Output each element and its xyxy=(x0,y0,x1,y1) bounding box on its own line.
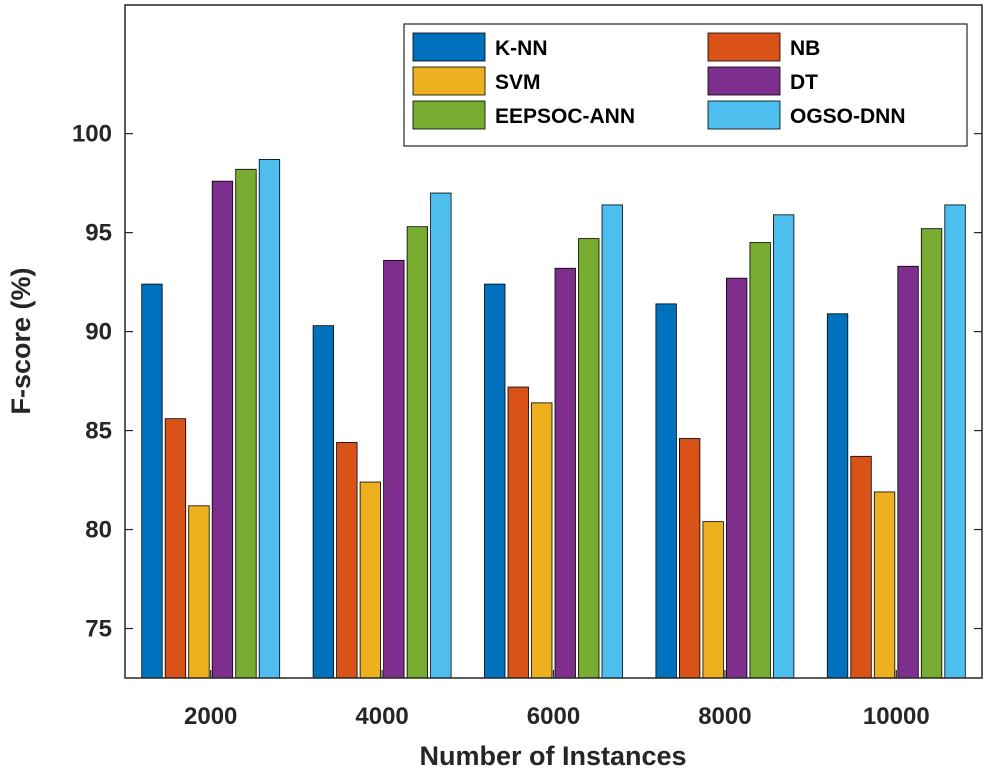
legend-swatch-eepsoc-ann xyxy=(412,100,486,130)
legend-swatch-dt xyxy=(707,66,781,96)
legend-swatch-svm xyxy=(412,66,486,96)
bar-nb-6000 xyxy=(507,386,529,679)
y-tick-label: 85 xyxy=(85,418,112,445)
legend-label-nb: NB xyxy=(790,37,820,60)
plot-area-frame xyxy=(124,4,983,679)
bar-ogso-dnn-10000 xyxy=(944,204,966,679)
legend-swatch-nb xyxy=(707,32,781,62)
x-tick-label: 10000 xyxy=(863,703,930,730)
bar-k-nn-8000 xyxy=(655,303,677,679)
bar-nb-10000 xyxy=(850,455,872,679)
x-tick-label: 6000 xyxy=(527,703,580,730)
bar-eepsoc-ann-4000 xyxy=(406,226,429,679)
legend-swatch-k-nn xyxy=(412,32,486,62)
legend-label-eepsoc-ann: EEPSOC-ANN xyxy=(495,105,635,128)
bar-svm-10000 xyxy=(873,491,896,679)
y-tick-label: 75 xyxy=(85,616,112,643)
x-axis-ticks: 2000 4000 6000 8000 10000 xyxy=(184,670,930,730)
legend-box xyxy=(403,23,968,147)
bar-nb-4000 xyxy=(336,442,358,679)
bar-ogso-dnn-6000 xyxy=(601,204,623,679)
y-tick-label: 90 xyxy=(85,319,112,346)
bar-ogso-dnn-8000 xyxy=(773,214,795,679)
bar-ogso-dnn-2000 xyxy=(258,158,281,679)
y-tick-label: 100 xyxy=(72,121,112,148)
bar-svm-8000 xyxy=(702,521,724,679)
bar-ogso-dnn-4000 xyxy=(430,192,452,679)
bar-k-nn-4000 xyxy=(312,325,335,679)
legend: K-NN NB SVM DT EEPSOC-ANN OGSO-DNN xyxy=(403,23,968,147)
bar-nb-8000 xyxy=(679,438,701,679)
x-tick-label: 8000 xyxy=(698,703,751,730)
bar-dt-6000 xyxy=(554,267,576,679)
bar-dt-10000 xyxy=(897,265,919,679)
bar-k-nn-10000 xyxy=(826,313,849,679)
y-tick-label: 80 xyxy=(85,517,112,544)
bar-dt-2000 xyxy=(211,180,234,679)
bars-group xyxy=(141,158,966,679)
legend-label-dt: DT xyxy=(790,71,818,94)
bar-svm-6000 xyxy=(531,402,553,679)
y-tick-label: 95 xyxy=(85,220,112,247)
y-axis-ticks: 75 80 85 90 95 100 xyxy=(72,121,982,643)
bar-k-nn-2000 xyxy=(141,283,163,679)
bar-nb-2000 xyxy=(164,418,187,679)
bar-eepsoc-ann-10000 xyxy=(920,228,943,679)
bar-svm-2000 xyxy=(188,505,210,679)
bar-k-nn-6000 xyxy=(484,283,506,679)
bar-eepsoc-ann-8000 xyxy=(749,242,771,679)
x-tick-label: 2000 xyxy=(184,703,237,730)
bar-eepsoc-ann-2000 xyxy=(235,168,257,679)
x-tick-label: 4000 xyxy=(355,703,408,730)
legend-label-k-nn: K-NN xyxy=(495,37,548,60)
y-axis-title: F-score (%) xyxy=(6,267,36,414)
legend-label-svm: SVM xyxy=(495,71,541,94)
legend-swatch-ogso-dnn xyxy=(707,100,781,130)
bar-svm-4000 xyxy=(359,481,382,679)
x-axis-title: Number of Instances xyxy=(419,741,686,771)
bar-dt-8000 xyxy=(726,277,748,679)
legend-label-ogso-dnn: OGSO-DNN xyxy=(790,105,906,128)
bar-eepsoc-ann-6000 xyxy=(578,238,600,679)
bar-dt-4000 xyxy=(383,259,405,679)
